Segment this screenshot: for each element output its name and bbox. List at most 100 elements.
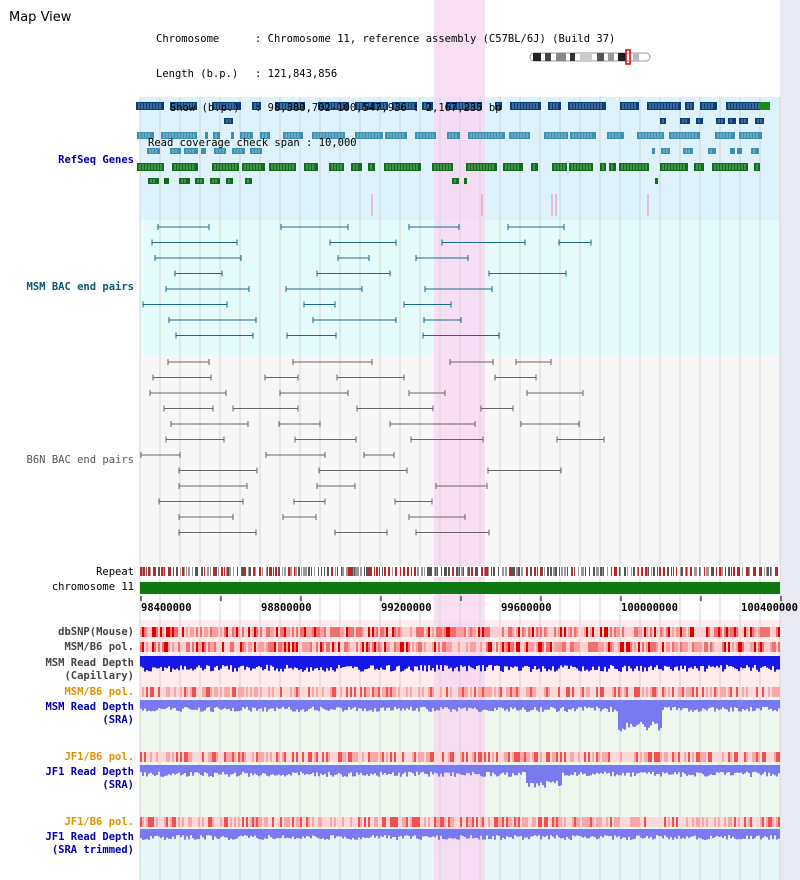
polymorphism-cell [140, 627, 142, 637]
polymorphism-cell [280, 627, 282, 637]
depth-bar [668, 700, 670, 707]
polymorphism-cell [290, 817, 292, 827]
depth-bar [160, 765, 162, 777]
depth-bar [566, 656, 568, 666]
polymorphism-cell [590, 642, 592, 652]
depth-bar [326, 656, 328, 669]
polymorphism-cell [212, 817, 214, 827]
polymorphism-cell [436, 752, 438, 762]
depth-bar [176, 656, 178, 669]
polymorphism-cell [278, 642, 280, 652]
polymorphism-cell [632, 817, 634, 827]
depth-bar [548, 700, 550, 710]
depth-bar [548, 656, 550, 670]
track-label-repeat[interactable]: Repeat [96, 566, 134, 578]
repeat-element [446, 567, 447, 576]
depth-bar [358, 700, 360, 709]
repeat-element [324, 567, 325, 576]
polymorphism-cell [380, 627, 382, 637]
depth-bar [428, 829, 430, 838]
track-label-jf1-depth-sra[interactable]: JF1 Read Depth [45, 766, 134, 778]
track-label-msm-depth-capillary[interactable]: MSM Read Depth [45, 657, 134, 669]
polymorphism-cell [386, 817, 388, 827]
track-label-msm-bac[interactable]: MSM BAC end pairs [26, 281, 134, 293]
depth-bar [212, 700, 214, 712]
polymorphism-cell [330, 752, 332, 762]
depth-bar [270, 829, 272, 838]
polymorphism-cell [414, 627, 416, 637]
polymorphism-cell [748, 817, 750, 827]
depth-bar [208, 700, 210, 708]
depth-bar [264, 656, 266, 670]
polymorphism-cell [294, 627, 296, 637]
track-label-dbsnp[interactable]: dbSNP(Mouse) [58, 626, 134, 638]
polymorphism-cell [338, 752, 340, 762]
polymorphism-cell [720, 817, 722, 827]
repeat-track [140, 566, 780, 577]
depth-bar [172, 656, 174, 669]
polymorphism-cell [326, 627, 328, 637]
depth-bar [146, 829, 148, 840]
track-label-jf1-b6-pol-trimmed[interactable]: JF1/B6 pol. [64, 816, 134, 828]
depth-bar [280, 656, 282, 669]
polymorphism-cell [638, 817, 640, 827]
repeat-element [452, 567, 454, 576]
polymorphism-cell [440, 752, 442, 762]
polymorphism-cell [540, 817, 542, 827]
depth-bar [636, 656, 638, 667]
track-label-msm-depth-sra[interactable]: MSM Read Depth [45, 701, 134, 713]
polymorphism-cell [288, 687, 290, 697]
polymorphism-cell [698, 642, 700, 652]
polymorphism-cell [160, 627, 162, 637]
polymorphism-cell [764, 627, 766, 637]
depth-bar [712, 765, 714, 776]
polymorphism-cell [554, 642, 556, 652]
depth-bar [624, 765, 626, 776]
depth-bar [738, 700, 740, 712]
track-label-jf1-depth-trimmed[interactable]: JF1 Read Depth [45, 831, 134, 843]
polymorphism-cell [498, 642, 500, 652]
depth-bar [380, 656, 382, 668]
depth-bar [518, 656, 520, 671]
track-label-jf1-b6-pol-sra[interactable]: JF1/B6 pol. [64, 751, 134, 763]
depth-bar [546, 829, 548, 836]
track-label-refseq[interactable]: RefSeq Genes [58, 154, 134, 166]
polymorphism-cell [632, 642, 634, 652]
depth-bar [420, 656, 422, 666]
polymorphism-cell [352, 687, 354, 697]
polymorphism-cell [708, 687, 710, 697]
polymorphism-cell [230, 687, 232, 697]
depth-bar [234, 700, 236, 712]
depth-bar [154, 700, 156, 712]
repeat-element [321, 567, 322, 576]
repeat-element [436, 567, 437, 576]
gene-block [660, 118, 666, 124]
depth-bar [622, 656, 624, 668]
depth-bar [532, 829, 534, 837]
polymorphism-cell [366, 817, 368, 827]
depth-bar [718, 656, 720, 668]
depth-bar [776, 765, 778, 777]
polymorphism-cell [380, 642, 382, 652]
depth-bar [708, 700, 710, 709]
polymorphism-cell [766, 817, 768, 827]
gene-block [708, 148, 716, 154]
polymorphism-cell [446, 642, 448, 652]
polymorphism-cell [146, 752, 148, 762]
track-label-b6n-bac[interactable]: B6N BAC end pairs [26, 454, 134, 466]
depth-bar [250, 829, 252, 836]
depth-bar [488, 700, 490, 711]
depth-bar [282, 656, 284, 672]
depth-bar [424, 765, 426, 774]
depth-bar [148, 765, 150, 774]
depth-bar [168, 700, 170, 707]
track-label-msm-b6-pol-sra[interactable]: MSM/B6 pol. [64, 686, 134, 698]
repeat-element [491, 567, 492, 576]
polymorphism-cell [206, 642, 208, 652]
depth-bar [538, 765, 540, 786]
track-label-msm-b6-pol-capillary[interactable]: MSM/B6 pol. [64, 641, 134, 653]
polymorphism-cell [580, 627, 582, 637]
depth-bar [508, 700, 510, 712]
depth-bar [320, 656, 322, 668]
